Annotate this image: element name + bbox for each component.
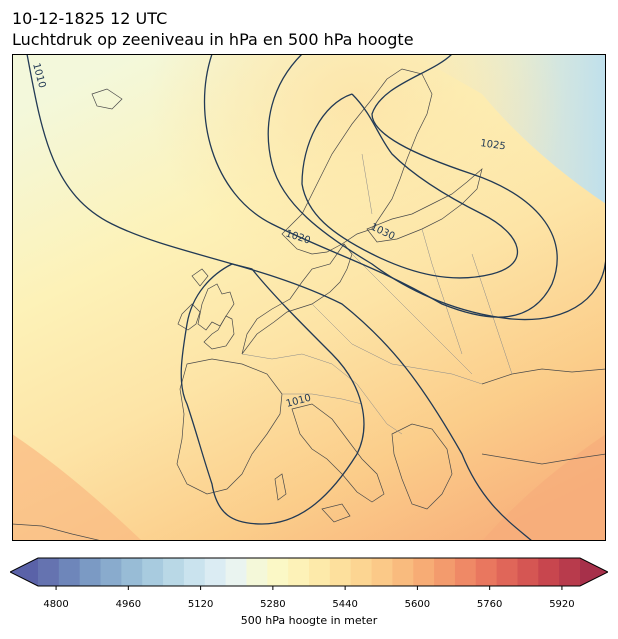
country-borders (241, 153, 513, 435)
isobar-label: 1025 (480, 138, 507, 152)
colorbar-segment (496, 558, 518, 586)
colorbar-extend-low (10, 558, 38, 586)
colorbar-tick-label: 5760 (476, 599, 503, 610)
colorbar-segment (434, 558, 456, 586)
colorbar-segment (371, 558, 393, 586)
colorbar-segment (79, 558, 102, 586)
colorbar-segment (309, 558, 331, 586)
height-field (12, 54, 606, 541)
colorbar-segment (517, 558, 539, 586)
colorbar-tick-label: 5120 (187, 599, 214, 610)
colorbar-segment (413, 558, 435, 586)
colorbar-tick-label: 5920 (549, 599, 575, 610)
colorbar-tick-label: 5440 (332, 599, 358, 610)
weather-map: 1010 1010 1020 1025 1030 (12, 54, 606, 541)
isobars (26, 54, 606, 541)
colorbar-segment (100, 558, 122, 586)
colorbar-segment (163, 558, 185, 586)
colorbar-segment (58, 558, 81, 586)
coastlines (12, 68, 606, 541)
colorbar-segment (288, 558, 310, 586)
colorbar-tick-label: 4960 (115, 599, 142, 610)
colorbar-segment (454, 558, 477, 586)
colorbar-segment (142, 558, 164, 586)
colorbar-segment (204, 558, 227, 586)
map-subtitle: Luchtdruk op zeeniveau in hPa en 500 hPa… (12, 30, 414, 49)
colorbar-segment (538, 558, 560, 586)
colorbar-segment (329, 558, 352, 586)
colorbar-segment (246, 558, 268, 586)
colorbar-segment (38, 558, 60, 586)
colorbar-extend-high (580, 558, 608, 586)
map-frame (12, 54, 606, 541)
colorbar-segment (183, 558, 206, 586)
colorbar-segment (350, 558, 373, 586)
map-datetime: 10-12-1825 12 UTC (12, 9, 168, 28)
colorbar-segment (392, 558, 414, 586)
colorbar (10, 557, 608, 590)
colorbar-segment (559, 558, 581, 586)
colorbar-tick-label: 4800 (43, 599, 69, 610)
colorbar-segment (267, 558, 289, 586)
colorbar-segment (225, 558, 247, 586)
colorbar-segment (121, 558, 143, 586)
colorbar-tick-label: 5600 (404, 599, 431, 610)
colorbar-segment (475, 558, 498, 586)
colorbar-label: 500 hPa hoogte in meter (240, 614, 378, 627)
colorbar-tick-label: 5280 (260, 599, 286, 610)
